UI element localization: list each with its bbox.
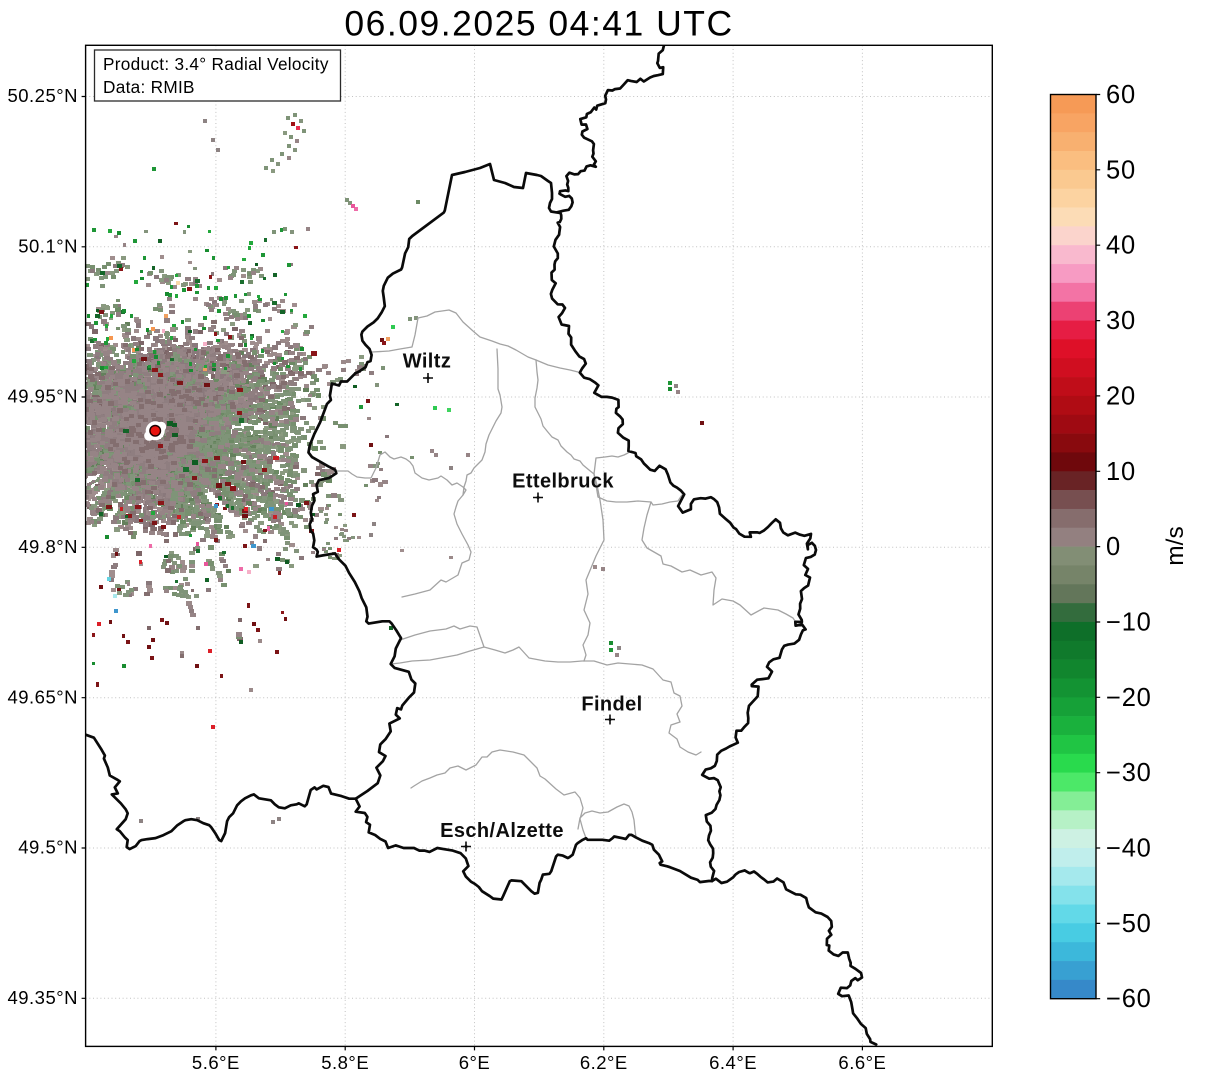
svg-text:6.6°E: 6.6°E	[838, 1052, 886, 1073]
svg-text:40: 40	[1106, 232, 1136, 260]
svg-text:0: 0	[1106, 533, 1121, 561]
svg-text:60: 60	[1106, 81, 1136, 109]
svg-text:30: 30	[1106, 307, 1136, 335]
svg-text:m/s: m/s	[1162, 526, 1189, 565]
svg-text:49.95°N: 49.95°N	[7, 386, 78, 407]
svg-text:−40: −40	[1106, 835, 1152, 863]
svg-text:49.5°N: 49.5°N	[18, 837, 78, 858]
svg-text:49.35°N: 49.35°N	[7, 987, 78, 1008]
svg-text:−20: −20	[1106, 684, 1152, 712]
svg-text:Ettelbruck: Ettelbruck	[512, 471, 614, 493]
svg-text:Wiltz: Wiltz	[403, 351, 451, 373]
svg-text:−50: −50	[1106, 910, 1152, 938]
svg-text:49.65°N: 49.65°N	[7, 686, 78, 707]
svg-text:6°E: 6°E	[459, 1052, 491, 1073]
svg-text:49.8°N: 49.8°N	[18, 536, 78, 557]
svg-text:6.4°E: 6.4°E	[709, 1052, 757, 1073]
svg-text:Esch/Alzette: Esch/Alzette	[440, 820, 564, 842]
svg-text:Product: 3.4° Radial Velocity: Product: 3.4° Radial Velocity	[103, 54, 329, 74]
svg-text:6.2°E: 6.2°E	[580, 1052, 628, 1073]
svg-text:−30: −30	[1106, 759, 1152, 787]
svg-text:5.6°E: 5.6°E	[192, 1052, 240, 1073]
svg-text:Findel: Findel	[581, 694, 642, 716]
svg-text:50: 50	[1106, 156, 1136, 184]
svg-text:50.25°N: 50.25°N	[7, 85, 78, 106]
svg-text:−60: −60	[1106, 985, 1152, 1013]
svg-text:20: 20	[1106, 382, 1136, 410]
svg-text:06.09.2025 04:41 UTC: 06.09.2025 04:41 UTC	[344, 4, 733, 44]
svg-text:5.8°E: 5.8°E	[321, 1052, 369, 1073]
svg-text:50.1°N: 50.1°N	[18, 235, 78, 256]
svg-text:−10: −10	[1106, 609, 1152, 637]
svg-text:Data: RMIB: Data: RMIB	[103, 77, 195, 97]
svg-text:10: 10	[1106, 458, 1136, 486]
